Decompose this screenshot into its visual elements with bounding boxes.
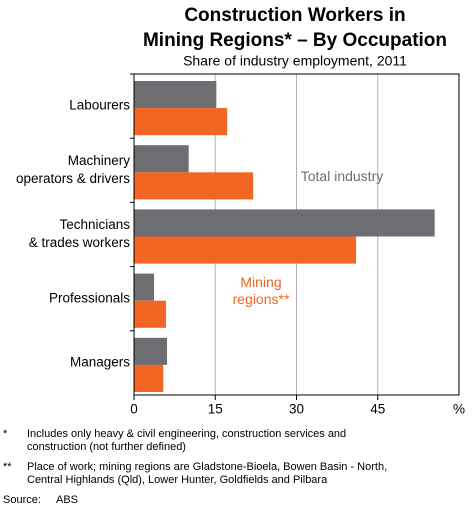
note-marker: ** (3, 461, 12, 473)
y-tick-label: & trades workers (29, 235, 131, 250)
y-tick-label: Machinery (68, 153, 131, 168)
bar (134, 364, 164, 392)
bar (134, 273, 155, 301)
chart-title: Construction Workers in (184, 5, 405, 26)
bar (134, 108, 228, 136)
x-tick-label: 15 (208, 402, 223, 417)
bar (134, 172, 254, 200)
x-unit: % (453, 402, 465, 417)
x-tick-label: 0 (130, 402, 138, 417)
series-label: Mining regions** (232, 274, 290, 307)
x-tick-label: 45 (370, 402, 385, 417)
y-tick-label: Technicians (59, 217, 130, 232)
bar (134, 145, 189, 173)
note-text: Includes only heavy & civil engineering,… (27, 428, 347, 453)
source-label: Source: (3, 494, 41, 506)
chart-subtitle: Share of industry employment, 2011 (183, 53, 407, 69)
bar (134, 236, 357, 264)
bar (134, 300, 166, 328)
source-text: ABS (56, 494, 79, 506)
plot-frame (133, 73, 460, 396)
y-tick-label: operators & drivers (16, 171, 130, 186)
y-tick-label: Managers (70, 354, 130, 369)
series-label: Total industry (300, 168, 384, 184)
chart: Construction Workers in Mining Regions* … (16, 5, 465, 417)
chart-title: Mining Regions* – By Occupation (143, 30, 447, 51)
bar (134, 337, 168, 365)
y-tick-label: Professionals (49, 290, 130, 305)
y-tick-label: Labourers (69, 98, 130, 113)
x-tick-label: 30 (289, 402, 304, 417)
note-marker: * (3, 428, 8, 440)
bar (134, 81, 217, 109)
bar (134, 209, 435, 237)
note-text: Place of work; mining regions are Gladst… (27, 461, 388, 486)
